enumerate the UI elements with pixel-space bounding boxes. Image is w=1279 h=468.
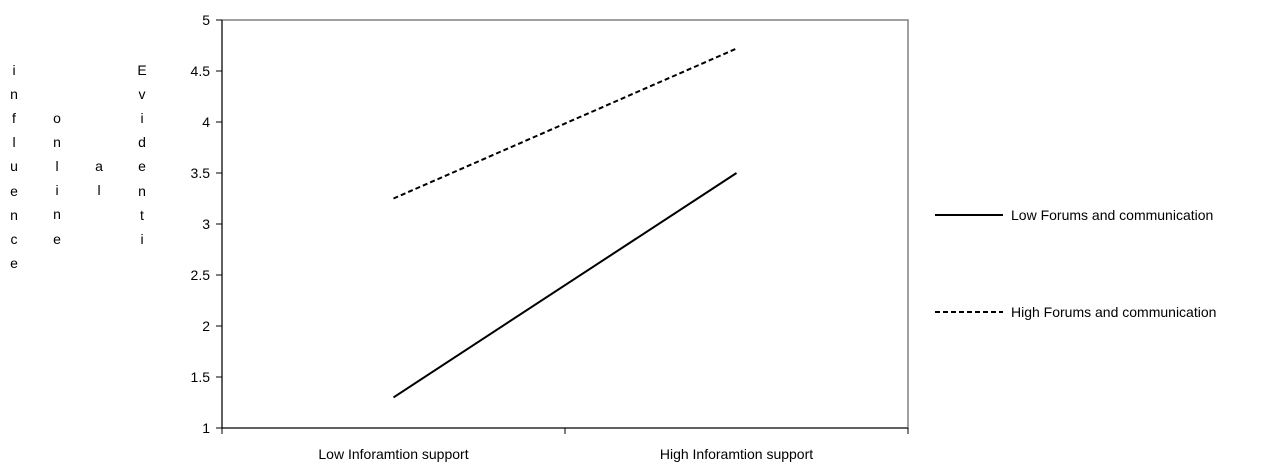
y-tick-label: 2.5: [191, 267, 211, 283]
series-line-low-forums: [392, 172, 738, 399]
y-tick-label: 3: [202, 216, 210, 232]
series-line-high-forums: [393, 47, 737, 200]
y-tick-label: 3.5: [191, 165, 211, 181]
y-tick-label: 4.5: [191, 63, 211, 79]
y-tick-label: 4: [202, 114, 210, 130]
legend: Low Forums and communication High Forums …: [935, 207, 1216, 320]
y-tick-label: 5: [202, 12, 210, 28]
x-tick-label: High Inforamtion support: [660, 446, 813, 462]
x-tick-label: Low Inforamtion support: [318, 446, 468, 462]
plot-area: [221, 19, 909, 429]
legend-label: High Forums and communication: [1011, 304, 1216, 320]
x-axis-ticks: Low Inforamtion support High Inforamtion …: [221, 428, 909, 462]
legend-label: Low Forums and communication: [1011, 207, 1213, 223]
series-lines: [392, 47, 738, 399]
y-tick-label: 1: [202, 420, 210, 436]
y-axis-ticks: 1 1.5 2 2.5 3 3.5 4 4.5 5: [191, 12, 222, 436]
y-tick-label: 2: [202, 318, 210, 334]
y-tick-label: 1.5: [191, 369, 211, 385]
